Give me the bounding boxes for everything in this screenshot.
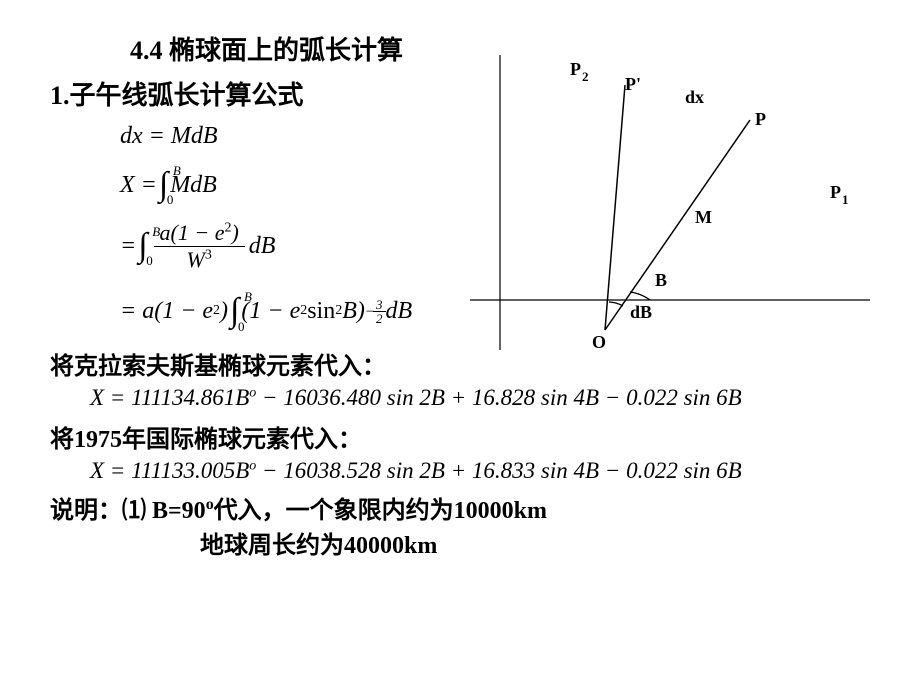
svg-text:2: 2 [582, 69, 589, 84]
svg-text:P': P' [625, 74, 641, 94]
svg-text:P: P [570, 59, 581, 79]
svg-text:P: P [830, 182, 841, 202]
svg-text:1: 1 [842, 192, 849, 207]
geometry-diagram: P2P'dxPP1MBdBO [470, 55, 870, 355]
svg-text:B: B [655, 270, 667, 290]
svg-text:M: M [695, 207, 712, 227]
intl1975-formula: X = 111133.005Bo − 16038.528 sin 2B + 16… [90, 458, 870, 484]
svg-text:dB: dB [630, 302, 652, 322]
svg-text:P: P [755, 109, 766, 129]
note-line-1: 说明：⑴ B=90o代入，一个象限内约为10000km [50, 490, 870, 525]
svg-text:dx: dx [685, 87, 704, 107]
krasovsky-formula: X = 111134.861Bo − 16036.480 sin 2B + 16… [90, 385, 870, 411]
note-line-2: 地球周长约为40000km [200, 525, 870, 560]
svg-text:O: O [592, 332, 606, 352]
intl1975-label: 将1975年国际椭球元素代入： [50, 419, 870, 454]
